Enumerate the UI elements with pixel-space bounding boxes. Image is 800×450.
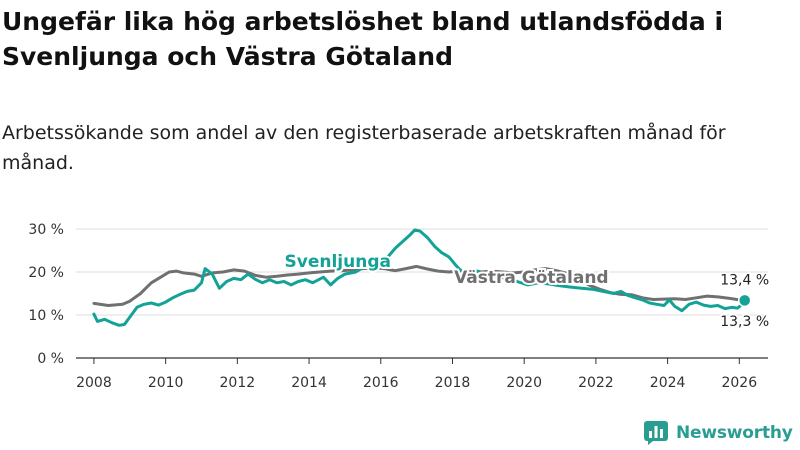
chart-title: Ungefär lika hög arbetslöshet bland utla… bbox=[2, 7, 724, 71]
vastra-gotaland-end-label: 13,3 % bbox=[720, 314, 769, 330]
series-line-v-stra-g-taland bbox=[92, 264, 747, 307]
x-tick-label: 2014 bbox=[291, 375, 327, 391]
x-tick-label: 2008 bbox=[76, 375, 112, 391]
newsworthy-logo-text: Newsworthy bbox=[676, 423, 793, 443]
series-label-svenljunga: Svenljunga bbox=[285, 252, 391, 272]
x-tick-label: 2012 bbox=[220, 375, 256, 391]
series-line-svenljunga bbox=[92, 228, 747, 327]
x-tick-label: 2016 bbox=[363, 375, 399, 391]
x-tick-label: 2022 bbox=[578, 375, 614, 391]
gridlines bbox=[76, 228, 768, 359]
x-tick-label: 2026 bbox=[721, 375, 757, 391]
x-tick-label: 2024 bbox=[650, 375, 686, 391]
chart-subtitle: Arbetssökande som andel av den registerb… bbox=[2, 122, 726, 174]
svenljunga-end-marker bbox=[737, 293, 752, 308]
newsworthy-logo: Newsworthy bbox=[644, 419, 793, 447]
newsworthy-logo-icon bbox=[644, 421, 668, 445]
y-tick-label: 30 % bbox=[28, 222, 64, 238]
x-tick-label: 2010 bbox=[148, 375, 184, 391]
x-tick-label: 2018 bbox=[435, 375, 471, 391]
y-tick-label: 0 % bbox=[37, 351, 64, 367]
series-labels: Svenljunga Västra Götaland 13,4 % 13,3 % bbox=[283, 250, 771, 331]
svenljunga-end-label: 13,4 % bbox=[720, 272, 769, 288]
y-tick-label: 20 % bbox=[28, 265, 64, 281]
axes: 0 % 10 % 20 % 30 % 2008 2010 2012 2014 2016 2018 2… bbox=[28, 222, 757, 391]
series-label-v-stra-g-taland: Västra Götaland bbox=[454, 268, 609, 288]
x-tick-label: 2020 bbox=[506, 375, 542, 391]
y-tick-label: 10 % bbox=[28, 308, 64, 324]
series-lines bbox=[92, 228, 747, 327]
